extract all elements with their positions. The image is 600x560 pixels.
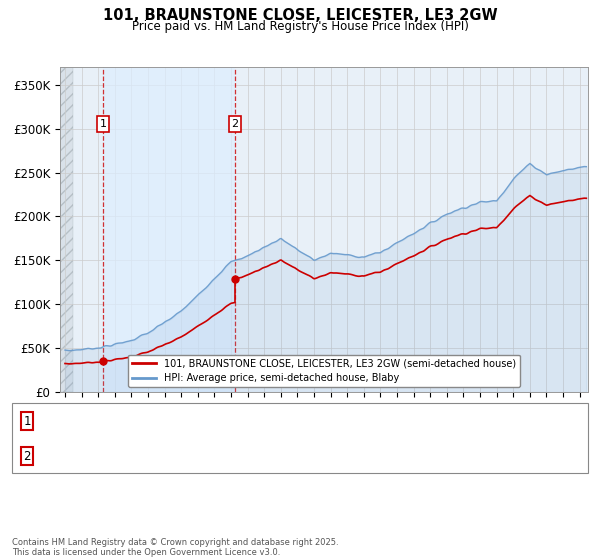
Text: 29-MAR-2004: 29-MAR-2004 (54, 450, 133, 463)
Text: Price paid vs. HM Land Registry's House Price Index (HPI): Price paid vs. HM Land Registry's House … (131, 20, 469, 32)
Text: 101, BRAUNSTONE CLOSE, LEICESTER, LE3 2GW: 101, BRAUNSTONE CLOSE, LEICESTER, LE3 2G… (103, 8, 497, 24)
Text: 2: 2 (23, 450, 31, 463)
Text: 27% ↓ HPI: 27% ↓ HPI (360, 414, 424, 428)
Bar (60, 67, 73, 392)
Bar (103, 67, 235, 392)
Text: 7% ↑ HPI: 7% ↑ HPI (360, 450, 417, 463)
Text: 19-APR-1996: 19-APR-1996 (54, 414, 133, 428)
Text: 2: 2 (232, 119, 239, 129)
Text: Contains HM Land Registry data © Crown copyright and database right 2025.
This d: Contains HM Land Registry data © Crown c… (12, 538, 338, 557)
Text: 1: 1 (100, 119, 107, 129)
Text: 1: 1 (23, 414, 31, 428)
Text: £35,000: £35,000 (228, 414, 278, 428)
Text: £129,000: £129,000 (228, 450, 285, 463)
Legend: 101, BRAUNSTONE CLOSE, LEICESTER, LE3 2GW (semi-detached house), HPI: Average pr: 101, BRAUNSTONE CLOSE, LEICESTER, LE3 2G… (128, 354, 520, 387)
